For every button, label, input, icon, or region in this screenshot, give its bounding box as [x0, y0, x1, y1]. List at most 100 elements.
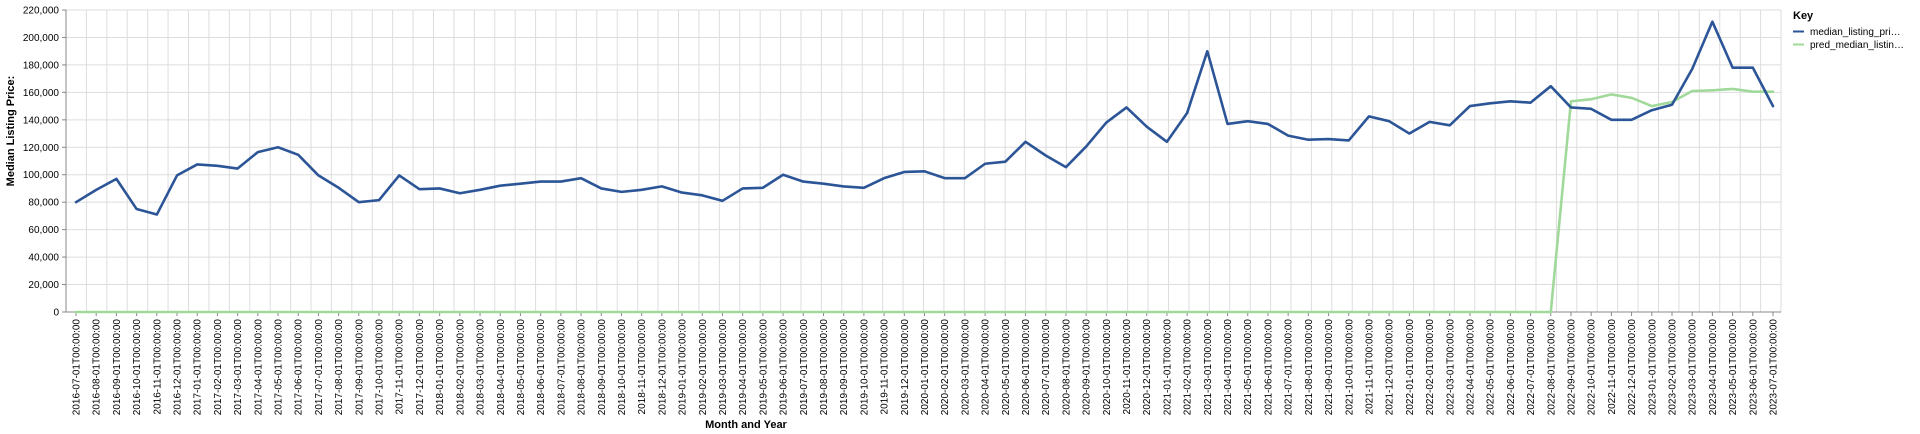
x-tick-label: 2023-07-01T00:00:00 — [1769, 319, 1780, 416]
y-tick-label: 200,000 — [23, 33, 60, 44]
x-tick-label: 2017-01-01T00:00:00 — [193, 319, 204, 416]
x-tick-label: 2019-05-01T00:00:00 — [758, 319, 769, 416]
legend-title: Key — [1793, 10, 1814, 22]
y-tick-label: 160,000 — [23, 88, 60, 99]
x-tick-label: 2021-10-01T00:00:00 — [1344, 319, 1355, 416]
x-tick-label: 2021-05-01T00:00:00 — [1243, 319, 1254, 416]
x-tick-label: 2018-09-01T00:00:00 — [597, 319, 608, 416]
x-tick-label: 2016-07-01T00:00:00 — [72, 319, 83, 416]
y-tick-label: 40,000 — [28, 253, 59, 264]
x-tick-label: 2019-07-01T00:00:00 — [799, 319, 810, 416]
x-tick-label: 2023-04-01T00:00:00 — [1708, 319, 1719, 416]
y-tick-label: 60,000 — [28, 225, 59, 236]
x-tick-label: 2022-06-01T00:00:00 — [1506, 319, 1517, 416]
y-tick-label: 0 — [53, 308, 59, 319]
x-tick-label: 2019-01-01T00:00:00 — [678, 319, 689, 416]
x-tick-label: 2016-12-01T00:00:00 — [173, 319, 184, 416]
y-tick-label: 220,000 — [23, 6, 60, 17]
x-tick-label: 2020-12-01T00:00:00 — [1142, 319, 1153, 416]
x-tick-label: 2017-09-01T00:00:00 — [354, 319, 365, 416]
x-tick-label: 2019-09-01T00:00:00 — [839, 319, 850, 416]
x-tick-label: 2017-07-01T00:00:00 — [314, 319, 325, 416]
x-tick-label: 2022-11-01T00:00:00 — [1607, 319, 1618, 415]
x-tick-label: 2023-01-01T00:00:00 — [1647, 319, 1658, 416]
x-tick-label: 2021-11-01T00:00:00 — [1364, 319, 1375, 415]
series-line-pred-median-listing-price — [74, 87, 1775, 314]
x-tick-label: 2019-11-01T00:00:00 — [880, 319, 891, 415]
x-tick-label: 2017-08-01T00:00:00 — [334, 319, 345, 416]
y-tick-label: 120,000 — [23, 143, 60, 154]
axes: 0 20,000 40,000 60,000 80,000 100,000 120,000 1… — [23, 6, 1781, 416]
x-tick-label: 2017-12-01T00:00:00 — [415, 319, 426, 416]
grid-lines — [65, 9, 1782, 313]
x-tick-label: 2022-07-01T00:00:00 — [1526, 319, 1537, 416]
x-tick-label: 2018-05-01T00:00:00 — [516, 319, 527, 416]
series-line-median-listing-price — [74, 20, 1775, 216]
x-tick-label: 2017-05-01T00:00:00 — [274, 319, 285, 416]
x-tick-label: 2020-03-01T00:00:00 — [960, 319, 971, 416]
x-tick-label: 2020-01-01T00:00:00 — [920, 319, 931, 416]
x-tick-label: 2020-02-01T00:00:00 — [940, 319, 951, 416]
y-axis-title: Median Listing Price: — [5, 76, 17, 187]
x-tick-label: 2016-08-01T00:00:00 — [92, 319, 103, 416]
x-tick-label: 2017-02-01T00:00:00 — [213, 319, 224, 416]
x-tick-label: 2023-02-01T00:00:00 — [1667, 319, 1678, 416]
x-tick-label: 2021-02-01T00:00:00 — [1183, 319, 1194, 416]
x-tick-label: 2020-05-01T00:00:00 — [1001, 319, 1012, 416]
x-tick-label: 2022-08-01T00:00:00 — [1546, 319, 1557, 416]
x-tick-label: 2021-08-01T00:00:00 — [1304, 319, 1315, 416]
series-lines — [74, 20, 1775, 314]
x-tick-label: 2018-10-01T00:00:00 — [617, 319, 628, 416]
x-tick-label: 2022-01-01T00:00:00 — [1405, 319, 1416, 416]
y-tick-label: 180,000 — [23, 60, 60, 71]
x-tick-label: 2022-10-01T00:00:00 — [1587, 319, 1598, 416]
x-tick-label: 2017-11-01T00:00:00 — [395, 319, 406, 415]
x-tick-label: 2023-05-01T00:00:00 — [1728, 319, 1739, 416]
x-axis-title: Month and Year — [705, 419, 787, 431]
x-tick-label: 2019-03-01T00:00:00 — [718, 319, 729, 416]
y-tick-label: 100,000 — [23, 170, 60, 181]
x-tick-label: 2020-10-01T00:00:00 — [1102, 319, 1113, 416]
x-tick-label: 2020-09-01T00:00:00 — [1082, 319, 1093, 416]
x-tick-label: 2016-09-01T00:00:00 — [112, 319, 123, 416]
legend: Key median_listing_pri… pred_median_list… — [1793, 10, 1904, 51]
x-tick-label: 2018-02-01T00:00:00 — [455, 319, 466, 416]
x-tick-label: 2019-06-01T00:00:00 — [779, 319, 790, 416]
x-tick-label: 2018-01-01T00:00:00 — [435, 319, 446, 416]
legend-label-pred-median-listing-price: pred_median_listin… — [1810, 40, 1904, 51]
x-tick-label: 2021-12-01T00:00:00 — [1385, 319, 1396, 416]
x-tick-label: 2018-11-01T00:00:00 — [637, 319, 648, 415]
x-tick-label: 2023-03-01T00:00:00 — [1688, 319, 1699, 416]
x-tick-label: 2018-06-01T00:00:00 — [536, 319, 547, 416]
x-tick-label: 2018-04-01T00:00:00 — [496, 319, 507, 416]
x-tick-label: 2017-03-01T00:00:00 — [233, 319, 244, 416]
x-tick-label: 2020-11-01T00:00:00 — [1122, 319, 1133, 415]
x-tick-label: 2021-04-01T00:00:00 — [1223, 319, 1234, 416]
x-tick-label: 2016-11-01T00:00:00 — [152, 319, 163, 415]
x-tick-label: 2022-02-01T00:00:00 — [1425, 319, 1436, 416]
x-tick-label: 2017-06-01T00:00:00 — [294, 319, 305, 416]
y-tick-label: 20,000 — [28, 280, 59, 291]
x-tick-label: 2019-12-01T00:00:00 — [900, 319, 911, 416]
x-tick-label: 2021-06-01T00:00:00 — [1263, 319, 1274, 416]
x-tick-label: 2019-08-01T00:00:00 — [819, 319, 830, 416]
x-tick-label: 2021-01-01T00:00:00 — [1162, 319, 1173, 416]
x-tick-label: 2018-03-01T00:00:00 — [476, 319, 487, 416]
x-tick-label: 2019-02-01T00:00:00 — [698, 319, 709, 416]
x-tick-label: 2020-07-01T00:00:00 — [1041, 319, 1052, 416]
legend-label-median-listing-price: median_listing_pri… — [1810, 27, 1901, 38]
x-tick-label: 2022-09-01T00:00:00 — [1566, 319, 1577, 416]
x-tick-label: 2018-12-01T00:00:00 — [657, 319, 668, 416]
x-tick-label: 2020-06-01T00:00:00 — [1021, 319, 1032, 416]
x-tick-label: 2018-08-01T00:00:00 — [577, 319, 588, 416]
x-tick-label: 2018-07-01T00:00:00 — [556, 319, 567, 416]
x-tick-label: 2022-05-01T00:00:00 — [1486, 319, 1497, 416]
x-tick-label: 2021-09-01T00:00:00 — [1324, 319, 1335, 416]
x-tick-label: 2022-04-01T00:00:00 — [1465, 319, 1476, 416]
x-tick-label: 2021-07-01T00:00:00 — [1284, 319, 1295, 416]
x-tick-label: 2019-10-01T00:00:00 — [859, 319, 870, 416]
y-tick-label: 140,000 — [23, 115, 60, 126]
x-tick-label: 2022-12-01T00:00:00 — [1627, 319, 1638, 416]
y-tick-label: 80,000 — [28, 198, 59, 209]
